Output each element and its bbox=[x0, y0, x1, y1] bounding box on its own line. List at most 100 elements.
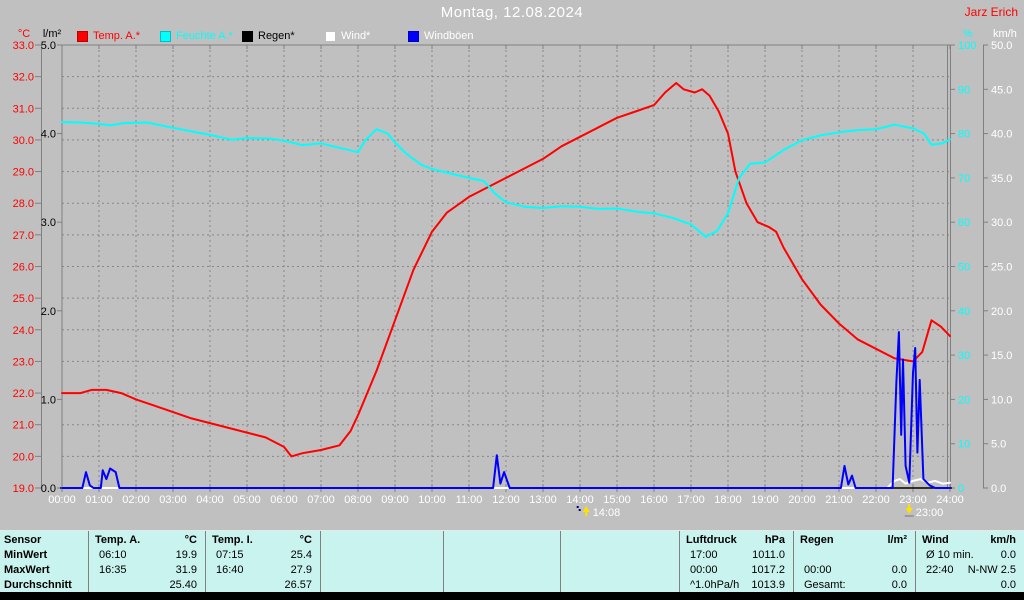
axis-tick-label: 20.0 bbox=[991, 306, 1012, 318]
row-label-minwert-left: MinWert bbox=[4, 549, 48, 561]
stats-value-5-1-right: 1017.2 bbox=[751, 564, 785, 576]
stats-column-temp-i-: Temp. I. °C 07:15 25.4 16:40 27.9 26.57 bbox=[205, 531, 320, 592]
stats-value-7-1-left: 22:40 bbox=[926, 564, 954, 576]
axis-tick-label: 31.0 bbox=[13, 103, 34, 115]
stats-column-luftdruck: Luftdruck hPa 17:00 1011.0 00:00 1017.2 ^1.0hP… bbox=[679, 531, 793, 592]
stats-value-0-2-right: 25.40 bbox=[169, 579, 197, 591]
axis-tick-label: 15.0 bbox=[991, 350, 1012, 362]
axis-tick-label: 26.0 bbox=[13, 262, 34, 274]
stats-header-0-left: Temp. A. bbox=[95, 534, 141, 546]
axis-tick-label: 10.0 bbox=[991, 394, 1012, 406]
axis-tick-label: 25.0 bbox=[991, 262, 1012, 274]
axis-tick-label: 30.0 bbox=[991, 217, 1012, 229]
axis-tick-label: 70 bbox=[958, 173, 970, 185]
row-label-durchschnitt-left: Durchschnitt bbox=[4, 579, 72, 591]
hour-label: 12:00 bbox=[492, 494, 520, 506]
stats-header-5: Luftdruck hPa bbox=[680, 533, 793, 548]
stats-value-7-2-right: 0.0 bbox=[1000, 579, 1016, 591]
stats-value-6-1-right: 0.0 bbox=[891, 564, 907, 576]
stats-value-5-2-right: 1013.9 bbox=[751, 579, 785, 591]
stats-header-7: Wind km/h bbox=[916, 533, 1024, 548]
stats-value-1-1-left: 16:40 bbox=[216, 564, 244, 576]
stats-value-7-1: 22:40 N-NW 2.5 bbox=[916, 563, 1024, 578]
axis-tick-label: 19.0 bbox=[13, 483, 34, 495]
hour-label: 17:00 bbox=[677, 494, 705, 506]
stats-column-temp-a-: Temp. A. °C 06:10 19.9 16:35 31.9 25.40 bbox=[88, 531, 205, 592]
stats-column-wind: Wind km/h Ø 10 min. 0.0 22:40 N-NW 2.5 0.0 bbox=[915, 531, 1024, 592]
axis-tick-label: 20.0 bbox=[13, 451, 34, 463]
stats-value-5-2: ^1.0hPa/h 1013.9 bbox=[680, 578, 793, 593]
axis-tick-label: 30 bbox=[958, 350, 970, 362]
stats-value-0-1: 16:35 31.9 bbox=[89, 563, 205, 578]
axis-tick-label: 4.0 bbox=[41, 129, 56, 141]
stats-value-0-2: 25.40 bbox=[89, 578, 205, 593]
legend-swatch bbox=[325, 30, 336, 42]
stats-column-empty-2 bbox=[320, 531, 443, 592]
hour-label: 02:00 bbox=[122, 494, 150, 506]
sensor-label-column: Sensor MinWert MaxWert Durchschnitt bbox=[0, 531, 88, 592]
stats-value-0-1-right: 31.9 bbox=[175, 564, 197, 576]
stats-header-1-right: °C bbox=[299, 534, 312, 546]
row-label-minwert: MinWert bbox=[0, 548, 88, 563]
legend-item-2: Feuchte A.* bbox=[160, 30, 233, 42]
hour-label: 23:00 bbox=[899, 494, 927, 506]
hour-label: 03:00 bbox=[159, 494, 187, 506]
hour-label: 04:00 bbox=[196, 494, 224, 506]
legend-swatch bbox=[408, 30, 419, 42]
stats-value-2-2 bbox=[321, 578, 443, 593]
legend-swatch bbox=[77, 30, 88, 42]
stats-value-7-1-right: N-NW 2.5 bbox=[967, 564, 1016, 576]
axis-tick-label: 20 bbox=[958, 394, 970, 406]
axis-tick-label: 2.0 bbox=[41, 306, 56, 318]
stats-value-5-0-left: 17:00 bbox=[690, 549, 718, 561]
stats-value-4-2 bbox=[561, 578, 679, 593]
stats-value-5-1: 00:00 1017.2 bbox=[680, 563, 793, 578]
stats-header-6-right: l/m² bbox=[887, 534, 907, 546]
axis-tick-label: 1.0 bbox=[41, 394, 56, 406]
stats-header-1: Temp. I. °C bbox=[206, 533, 320, 548]
stats-value-6-2-left: Gesamt: bbox=[804, 579, 846, 591]
stats-value-4-1 bbox=[561, 563, 679, 578]
station-name: Jarz Erich bbox=[964, 5, 1018, 19]
hour-label: 11:00 bbox=[456, 494, 483, 506]
stats-value-3-0 bbox=[444, 548, 560, 563]
hour-label: 22:00 bbox=[862, 494, 890, 506]
axis-tick-label: 25.0 bbox=[13, 293, 34, 305]
hour-label: 16:00 bbox=[640, 494, 668, 506]
axis-tick-label: 5.0 bbox=[41, 40, 56, 52]
legend-item-4: Wind* bbox=[325, 30, 370, 42]
axis-tick-label: 0.0 bbox=[41, 483, 56, 495]
stats-value-1-2: 26.57 bbox=[206, 578, 320, 593]
hour-label: 05:00 bbox=[233, 494, 261, 506]
hour-label: 00:00 bbox=[48, 494, 76, 506]
stats-value-0-0-right: 19.9 bbox=[175, 549, 197, 561]
stats-header-7-left: Wind bbox=[922, 534, 949, 546]
stats-header-4 bbox=[561, 533, 679, 548]
stats-value-7-0: Ø 10 min. 0.0 bbox=[916, 548, 1024, 563]
axis-tick-label: 23.0 bbox=[13, 356, 34, 368]
hour-label: 19:00 bbox=[751, 494, 779, 506]
hour-label: 15:00 bbox=[603, 494, 631, 506]
axis-tick-label: 100 bbox=[958, 40, 976, 52]
axis-unit-header: km/h bbox=[993, 28, 1017, 40]
series-feuchte-a- bbox=[61, 121, 951, 238]
axis-tick-label: 35.0 bbox=[991, 173, 1012, 185]
legend-label: Regen* bbox=[258, 30, 295, 42]
event-marker-time: 23:00 bbox=[916, 507, 944, 519]
axis-tick-label: 5.0 bbox=[991, 439, 1006, 451]
stats-header-0: Temp. A. °C bbox=[89, 533, 205, 548]
stats-value-6-2-right: 0.0 bbox=[891, 579, 907, 591]
page-title: Montag, 12.08.2024 bbox=[440, 4, 584, 21]
hour-label: 20:00 bbox=[788, 494, 816, 506]
stats-header-7-right: km/h bbox=[990, 534, 1016, 546]
legend-label: Wind* bbox=[341, 30, 371, 42]
axis-tick-label: 0 bbox=[958, 483, 964, 495]
stats-value-0-1-left: 16:35 bbox=[99, 564, 127, 576]
legend-swatch bbox=[160, 30, 171, 42]
axis-tick-label: 0.0 bbox=[991, 483, 1006, 495]
stats-value-6-2: Gesamt: 0.0 bbox=[794, 578, 915, 593]
stats-header-6: Regen l/m² bbox=[794, 533, 915, 548]
axis-tick-label: 3.0 bbox=[41, 217, 56, 229]
axis-tick-label: 40 bbox=[958, 306, 970, 318]
stats-header-6-left: Regen bbox=[800, 534, 834, 546]
